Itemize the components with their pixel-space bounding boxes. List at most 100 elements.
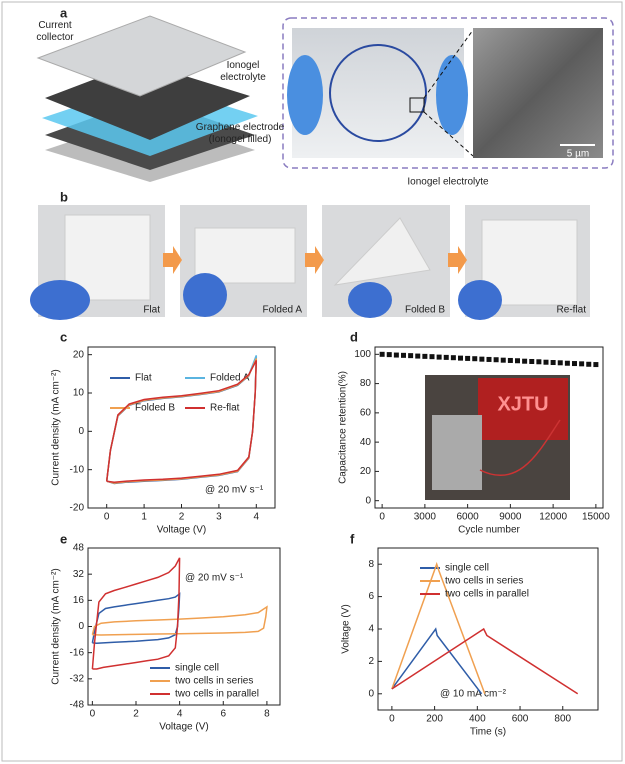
annotation: @ 20 mV s⁻¹ — [205, 485, 264, 496]
y-tick-label: 0 — [78, 621, 84, 632]
point — [450, 355, 456, 361]
point — [500, 357, 506, 363]
y-tick-label: 10 — [73, 388, 85, 399]
point — [493, 357, 499, 363]
point — [593, 362, 599, 368]
y-axis-label: Capacitance retention(%) — [338, 371, 349, 484]
legend-label: Re-flat — [210, 403, 240, 414]
y-tick-label: 48 — [73, 543, 85, 554]
x-tick-label: 0 — [90, 709, 96, 720]
y-axis-label: Current density (mA cm⁻²) — [51, 568, 62, 684]
legend-label: Folded B — [135, 403, 175, 414]
y-tick-label: 80 — [360, 378, 372, 389]
point — [515, 358, 520, 364]
point — [550, 360, 556, 366]
photo-label: Re-flat — [557, 305, 587, 316]
point — [572, 361, 577, 367]
x-tick-label: 1 — [141, 512, 147, 523]
scale-bar-label: 5 µm — [567, 149, 589, 160]
panel-label: a — [60, 5, 68, 20]
photo-row — [30, 205, 590, 320]
point — [536, 359, 542, 365]
point — [458, 355, 463, 361]
panel-label: c — [60, 329, 67, 344]
y-tick-label: -16 — [70, 647, 85, 658]
point — [386, 352, 392, 358]
y-axis-label: Current density (mA cm⁻²) — [51, 369, 62, 485]
y-tick-label: 20 — [360, 466, 372, 477]
x-tick-label: 15000 — [582, 512, 610, 523]
zoom-line — [423, 111, 474, 157]
annotation: @ 20 mV s⁻¹ — [185, 573, 244, 584]
y-tick-label: -20 — [70, 503, 85, 514]
inset-photo — [425, 375, 570, 500]
photo-label: Folded A — [263, 305, 303, 316]
point — [529, 358, 535, 364]
point — [443, 354, 449, 360]
point — [557, 360, 563, 366]
photo-label: Flat — [143, 305, 160, 316]
axes-frame — [374, 346, 604, 509]
y-tick-label: 0 — [78, 426, 84, 437]
annotation: @ 10 mA cm⁻² — [440, 689, 507, 700]
x-tick-label: 6 — [220, 709, 226, 720]
point — [564, 360, 570, 366]
legend-label: two cells in series — [175, 676, 253, 687]
point — [586, 361, 592, 367]
x-tick-label: 12000 — [539, 512, 567, 523]
x-tick-label: 200 — [426, 714, 443, 725]
x-tick-label: 2 — [133, 709, 139, 720]
x-tick-label: 600 — [512, 714, 529, 725]
line-series — [105, 360, 258, 484]
y-tick-label: 40 — [360, 437, 372, 448]
y-tick-label: 6 — [368, 591, 374, 602]
y-tick-label: 32 — [73, 569, 85, 580]
legend-label: Flat — [135, 373, 152, 384]
point — [401, 352, 406, 358]
y-tick-label: -48 — [70, 700, 85, 711]
x-axis-label: Voltage (V) — [157, 525, 206, 536]
point — [479, 356, 485, 362]
caption: Ionogel electrolyte — [407, 177, 489, 188]
y-tick-label: -10 — [70, 464, 85, 475]
legend-label: Folded A — [210, 373, 250, 384]
zoom-box — [282, 17, 614, 169]
y-tick-label: 60 — [360, 408, 372, 419]
y-tick-label: 16 — [73, 595, 85, 606]
point — [422, 353, 428, 359]
x-tick-label: 4 — [177, 709, 183, 720]
point — [543, 359, 549, 365]
line-series — [91, 557, 181, 670]
legend-label: two cells in series — [445, 576, 523, 587]
sem-image — [473, 28, 603, 158]
y-tick-label: 2 — [368, 656, 374, 667]
legend-label: single cell — [175, 663, 219, 674]
point — [507, 357, 513, 363]
x-tick-label: 400 — [469, 714, 486, 725]
point — [408, 353, 414, 359]
legend-label: two cells in parallel — [445, 589, 529, 600]
line-series — [91, 592, 181, 645]
panel-label: b — [60, 189, 68, 204]
x-tick-label: 0 — [379, 512, 385, 523]
point — [429, 354, 435, 360]
y-tick-label: 100 — [354, 349, 371, 360]
point — [522, 358, 528, 364]
point — [486, 356, 492, 362]
point — [465, 355, 471, 361]
label: Graphene electrode (Ionogel filled) — [195, 122, 285, 145]
x-tick-label: 800 — [554, 714, 571, 725]
x-axis-label: Time (s) — [470, 727, 506, 738]
line-series — [391, 561, 486, 695]
point — [415, 353, 421, 359]
panel-label: f — [350, 531, 355, 546]
x-axis-label: Voltage (V) — [159, 722, 208, 733]
point — [436, 354, 442, 360]
inset-text: XJTU — [497, 393, 548, 415]
legend-label: single cell — [445, 563, 489, 574]
glove — [287, 55, 323, 135]
x-axis-label: Cycle number — [458, 525, 520, 536]
